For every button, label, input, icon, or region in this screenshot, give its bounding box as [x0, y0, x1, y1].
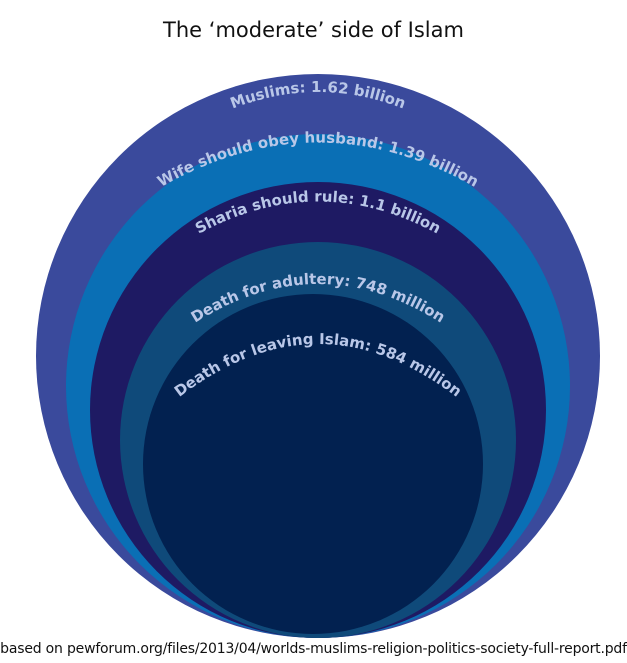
source-citation: based on pewforum.org/files/2013/04/worl… — [0, 641, 627, 657]
diagram-title: The ‘moderate’ side of Islam — [163, 18, 464, 42]
circle-death-for-leaving-islam — [143, 294, 483, 634]
